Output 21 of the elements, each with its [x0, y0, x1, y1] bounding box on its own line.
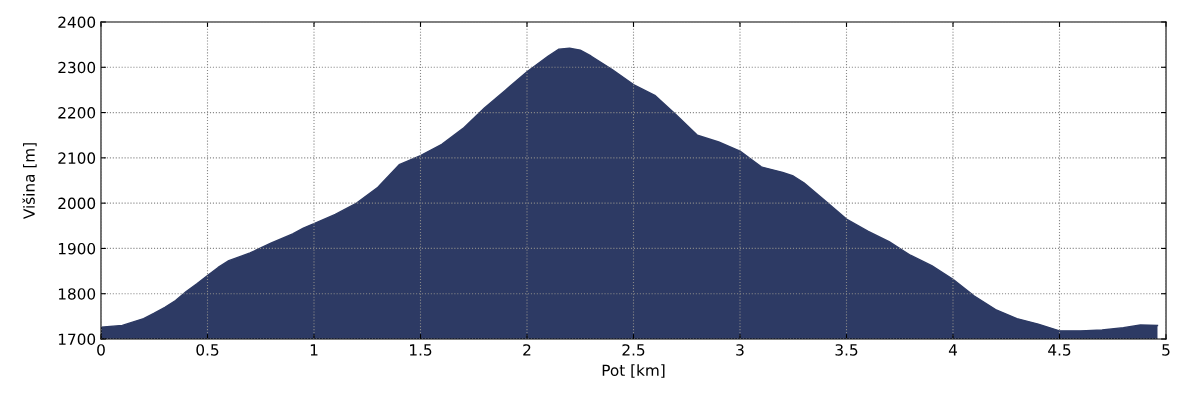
y-tick-label: 2100	[58, 152, 96, 164]
y-axis-title: Višina [m]	[22, 143, 37, 220]
x-tick-label: 3.5	[835, 344, 858, 356]
y-tick-label: 1800	[58, 288, 96, 300]
x-tick-label: 1	[310, 344, 318, 356]
x-tick-label: 4	[948, 344, 957, 356]
x-tick-label: 2.5	[622, 344, 645, 356]
x-tick-label: 5	[1162, 344, 1170, 356]
y-tick-label: 2000	[58, 197, 96, 210]
x-tick-label: 0.5	[196, 344, 219, 356]
x-tick-label: 2	[523, 344, 531, 356]
x-tick-label: 1.5	[410, 344, 432, 356]
y-tick-label: 1700	[58, 333, 96, 346]
x-tick-label: 4.5	[1048, 344, 1071, 356]
y-tick-label: 1900	[58, 242, 96, 255]
y-tick-label: 2400	[58, 16, 96, 29]
x-axis-title: Pot [km]	[602, 364, 665, 378]
y-tick-label: 2300	[58, 61, 96, 74]
y-tick-label: 2200	[58, 107, 96, 119]
x-tick-label: 0	[97, 344, 105, 356]
x-tick-label: 3	[736, 344, 744, 356]
